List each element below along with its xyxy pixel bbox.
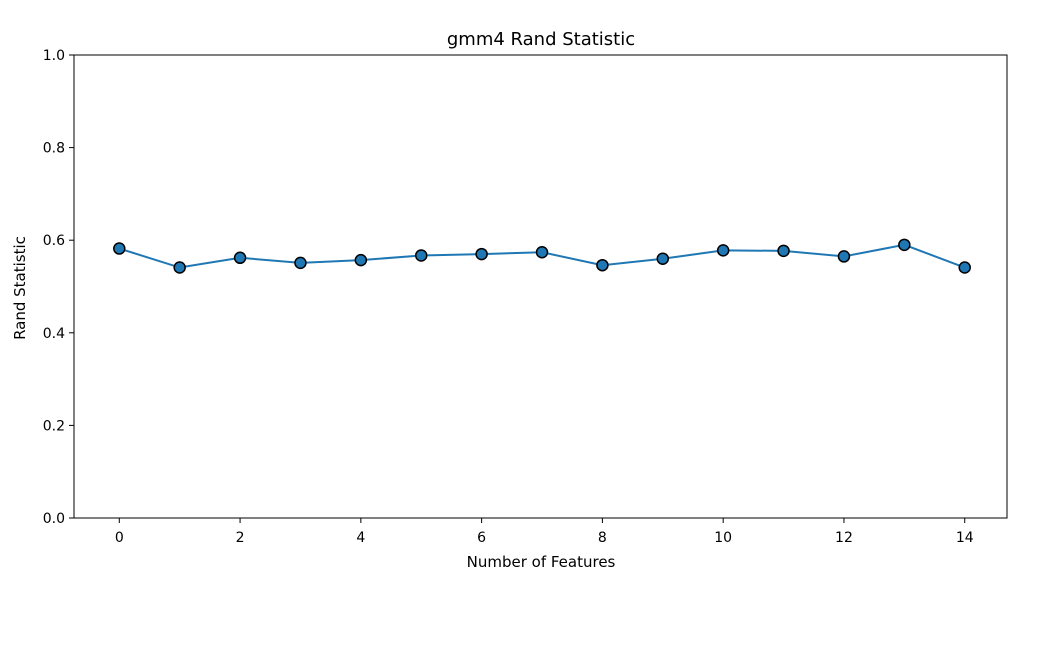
y-tick-label: 0.4 <box>43 326 65 342</box>
y-tick-label: 0.2 <box>43 418 65 434</box>
data-point <box>777 244 790 258</box>
chart-title: gmm4 Rand Statistic <box>447 29 635 50</box>
x-tick-label: 8 <box>598 530 607 546</box>
data-point <box>475 247 488 261</box>
data-point <box>294 256 307 270</box>
data-point <box>898 238 911 252</box>
y-tick-label: 1.0 <box>43 48 65 64</box>
data-point <box>837 250 851 263</box>
data-point <box>596 258 609 272</box>
x-tick-label: 10 <box>714 530 732 546</box>
y-tick-label: 0.6 <box>43 233 65 249</box>
data-point <box>535 245 549 259</box>
x-tick-label: 14 <box>956 530 974 546</box>
data-point <box>656 252 670 265</box>
y-axis: 0.0 0.2 0.4 0.6 0.8 1.0 <box>43 48 74 527</box>
x-axis-label: Number of Features <box>467 553 616 571</box>
x-tick-label: 12 <box>835 530 853 546</box>
plot-area <box>73 54 1008 519</box>
data-point <box>354 253 368 267</box>
data-point <box>113 242 126 255</box>
series-layer <box>113 238 971 274</box>
x-tick-label: 0 <box>115 530 124 546</box>
x-tick-label: 2 <box>236 530 245 546</box>
data-point <box>716 244 730 257</box>
data-point <box>958 261 971 274</box>
y-axis-label: Rand Statistic <box>11 236 29 340</box>
y-tick-label: 0.0 <box>43 511 65 527</box>
x-tick-label: 4 <box>356 530 365 546</box>
plot-frame <box>73 54 1008 519</box>
data-point <box>233 251 247 265</box>
x-axis: 0 2 4 6 8 10 12 14 <box>115 518 974 546</box>
data-point <box>173 261 186 274</box>
x-tick-label: 6 <box>477 530 486 546</box>
data-point <box>414 249 428 262</box>
y-tick-label: 0.8 <box>43 141 65 157</box>
